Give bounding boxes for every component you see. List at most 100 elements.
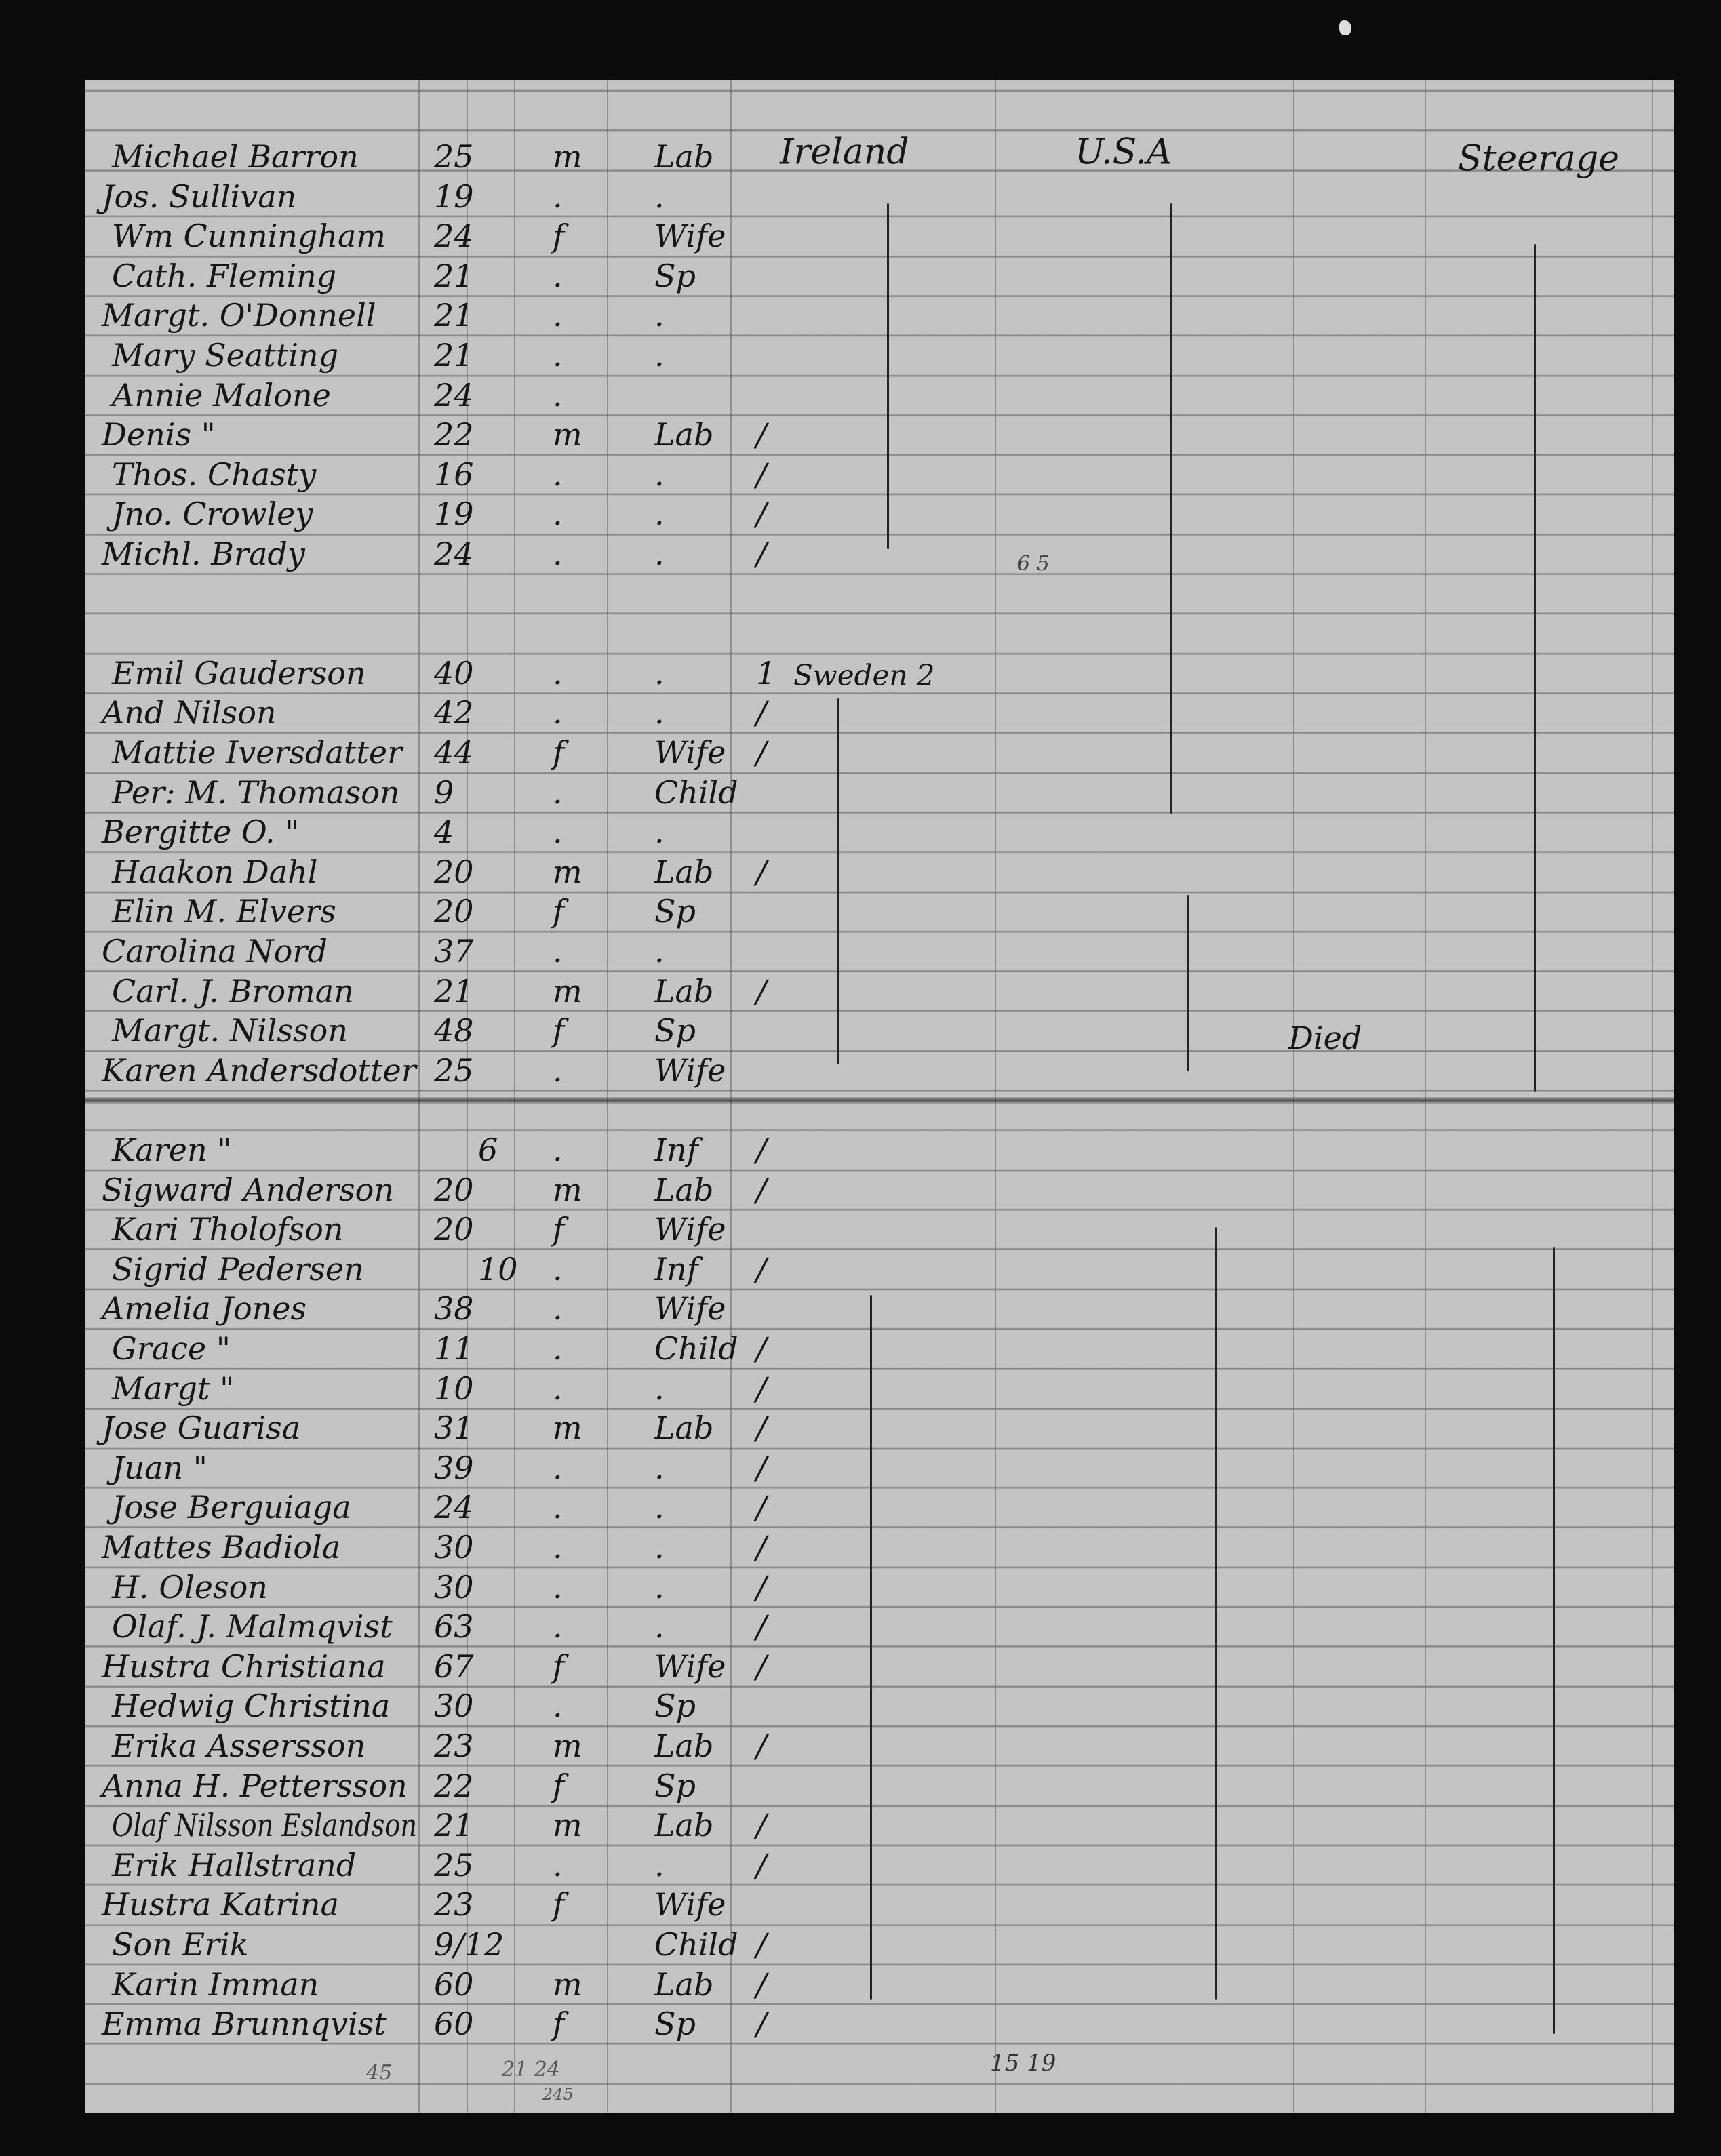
column-rule xyxy=(418,80,420,2113)
passenger-sex: . xyxy=(553,813,563,850)
passenger-occupation: Lab xyxy=(654,853,714,890)
passenger-sex: f xyxy=(553,1012,565,1049)
ledger-paper xyxy=(85,80,1674,2113)
passenger-name: Michl. Brady xyxy=(102,535,305,572)
ditto-stroke xyxy=(887,203,889,549)
column-rule xyxy=(1652,80,1653,2113)
tally-mark: / xyxy=(756,416,767,453)
passenger-name: Erik Hallstrand xyxy=(112,1846,357,1883)
passenger-sex: . xyxy=(553,1688,563,1725)
passenger-name: Margt. Nilsson xyxy=(112,1012,348,1049)
passenger-sex: . xyxy=(553,1330,563,1367)
passenger-sex: . xyxy=(553,1608,563,1645)
passenger-name: Hedwig Christina xyxy=(112,1688,391,1725)
column-rule xyxy=(607,80,608,2113)
passenger-occupation: Wife xyxy=(654,1290,726,1327)
passenger-age: 9/12 xyxy=(434,1925,505,1963)
passenger-name: Thos. Chasty xyxy=(112,456,317,493)
passenger-occupation: . xyxy=(654,932,665,970)
passenger-name: Per: M. Thomason xyxy=(112,774,400,811)
passenger-age: 21 xyxy=(434,1806,474,1843)
passenger-name: Cath. Fleming xyxy=(112,257,337,294)
passenger-sex: . xyxy=(553,1449,563,1486)
tally-mark: / xyxy=(756,972,767,1010)
passenger-age: 24 xyxy=(434,376,474,414)
tally-mark: / xyxy=(756,456,767,493)
passenger-age: 24 xyxy=(434,217,474,254)
passenger-occupation: Lab xyxy=(654,1409,714,1446)
passenger-name: Jose Berguiaga xyxy=(112,1489,351,1526)
passenger-age: 19 xyxy=(434,496,474,533)
passenger-age: 21 xyxy=(434,257,474,294)
count-annotation-bottom: 15 19 xyxy=(990,2050,1056,2077)
passenger-name: And Nilson xyxy=(102,694,277,732)
tally-mark: / xyxy=(756,1330,767,1367)
passenger-occupation: Sp xyxy=(654,257,696,294)
passenger-sex: f xyxy=(553,1210,565,1247)
tally-mark: / xyxy=(756,734,767,771)
passenger-name: Karin Imman xyxy=(112,1965,319,2003)
passenger-occupation: Child xyxy=(654,1330,738,1367)
ditto-stroke xyxy=(1170,203,1172,814)
tally-mark: / xyxy=(756,694,767,732)
column-rule xyxy=(1425,80,1426,2113)
passenger-occupation: Wife xyxy=(654,1052,726,1089)
passenger-name: Olaf Nilsson Eslandson xyxy=(112,1806,418,1843)
passenger-sex: m xyxy=(553,1171,582,1208)
passenger-age: 21 xyxy=(434,336,474,374)
passenger-occupation: Lab xyxy=(654,1806,714,1843)
passenger-occupation: Lab xyxy=(654,416,714,453)
passenger-name: Olaf. J. Malmqvist xyxy=(112,1608,393,1645)
passenger-occupation: Inf xyxy=(654,1250,698,1287)
tally-mark: / xyxy=(756,1528,767,1565)
ditto-stroke xyxy=(1215,1227,1217,2000)
passenger-occupation: Sp xyxy=(654,2005,696,2042)
passenger-name: Son Erik xyxy=(112,1925,249,1963)
passenger-age: 63 xyxy=(434,1608,474,1645)
passenger-sex: . xyxy=(553,297,563,334)
passenger-occupation: . xyxy=(654,654,665,692)
passenger-occupation: Lab xyxy=(654,1965,714,2003)
passenger-occupation: Lab xyxy=(654,1727,714,1764)
passenger-occupation: Inf xyxy=(654,1131,698,1168)
passenger-sex: . xyxy=(553,376,563,414)
passenger-sex: . xyxy=(553,1568,563,1605)
passenger-name: Wm Cunningham xyxy=(112,217,387,254)
passenger-sex: f xyxy=(553,217,565,254)
passenger-occupation: Lab xyxy=(654,138,714,175)
passenger-occupation: . xyxy=(654,1370,665,1407)
passenger-name: H. Oleson xyxy=(112,1568,268,1605)
tally-mark: / xyxy=(756,1727,767,1764)
passenger-age: 25 xyxy=(434,138,474,175)
column-rule xyxy=(995,80,996,2113)
sweden-annotation: Sweden 2 xyxy=(793,658,935,692)
passenger-sex: . xyxy=(553,1528,563,1565)
passenger-age: 22 xyxy=(434,416,474,453)
passenger-sex: m xyxy=(553,853,582,890)
passenger-sex: f xyxy=(553,1886,565,1923)
header-country: Ireland xyxy=(780,132,909,173)
passenger-name: Michael Barron xyxy=(112,138,359,175)
passenger-age: 20 xyxy=(434,853,474,890)
passenger-age: 30 xyxy=(434,1688,474,1725)
passenger-occupation: . xyxy=(654,1489,665,1526)
ditto-stroke xyxy=(837,698,839,1064)
passenger-occupation: Sp xyxy=(654,1688,696,1725)
passenger-occupation: . xyxy=(654,496,665,533)
passenger-sex: . xyxy=(553,1370,563,1407)
pencil-note: 245 xyxy=(542,2085,574,2104)
passenger-name: Annie Malone xyxy=(112,376,331,414)
passenger-sex: f xyxy=(553,734,565,771)
passenger-age: 11 xyxy=(434,1330,474,1367)
pencil-note: 45 xyxy=(366,2061,393,2085)
passenger-age: 4 xyxy=(434,813,454,850)
passenger-age: 19 xyxy=(434,178,474,215)
passenger-occupation: . xyxy=(654,694,665,732)
passenger-age: 67 xyxy=(434,1648,474,1685)
passenger-name: Karen " xyxy=(112,1131,232,1168)
passenger-sex: . xyxy=(553,257,563,294)
tally-mark: / xyxy=(756,1846,767,1883)
passenger-age: 44 xyxy=(434,734,474,771)
ditto-stroke xyxy=(870,1295,872,2000)
passenger-occupation: . xyxy=(654,813,665,850)
